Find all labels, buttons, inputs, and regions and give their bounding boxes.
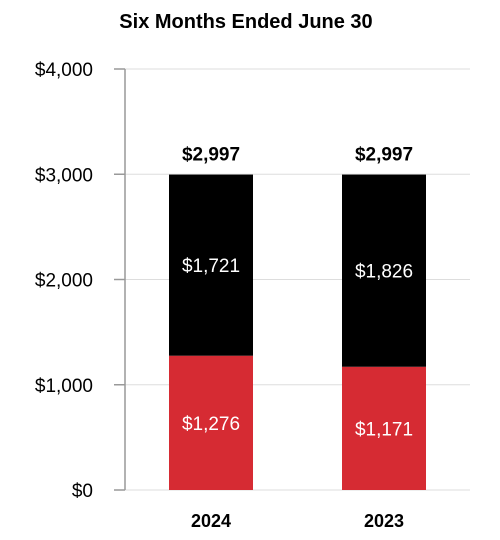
bar-segment <box>169 174 253 356</box>
x-category-label: 2023 <box>364 511 404 531</box>
bar-segment <box>342 366 426 490</box>
y-tick-label: $3,000 <box>35 165 93 186</box>
y-tick-label: $2,000 <box>35 271 93 292</box>
segment-value-label: $1,826 <box>355 262 413 283</box>
segment-value-label: $1,721 <box>182 256 240 277</box>
bar-segment <box>342 174 426 367</box>
bar-total-label: $2,997 <box>182 145 240 166</box>
x-category-label: 2024 <box>191 511 231 531</box>
y-tick-label: $1,000 <box>35 376 93 397</box>
x-axis: 2024 2023 <box>191 511 404 531</box>
segment-value-label: $1,276 <box>182 414 240 435</box>
y-tick-label: $0 <box>72 481 93 502</box>
bar-segment <box>169 355 253 490</box>
data-labels: $1,276 $1,721 $2,997 $1,171 $1,826 $2,997 <box>182 145 413 441</box>
bar-total-label: $2,997 <box>355 145 413 166</box>
chart-title: Six Months Ended June 30 <box>119 11 372 33</box>
segment-value-label: $1,171 <box>355 419 413 440</box>
bars <box>169 174 426 490</box>
y-axis: $0 $1,000 $2,000 $3,000 $4,000 <box>35 60 126 502</box>
y-tick-label: $4,000 <box>35 60 93 81</box>
